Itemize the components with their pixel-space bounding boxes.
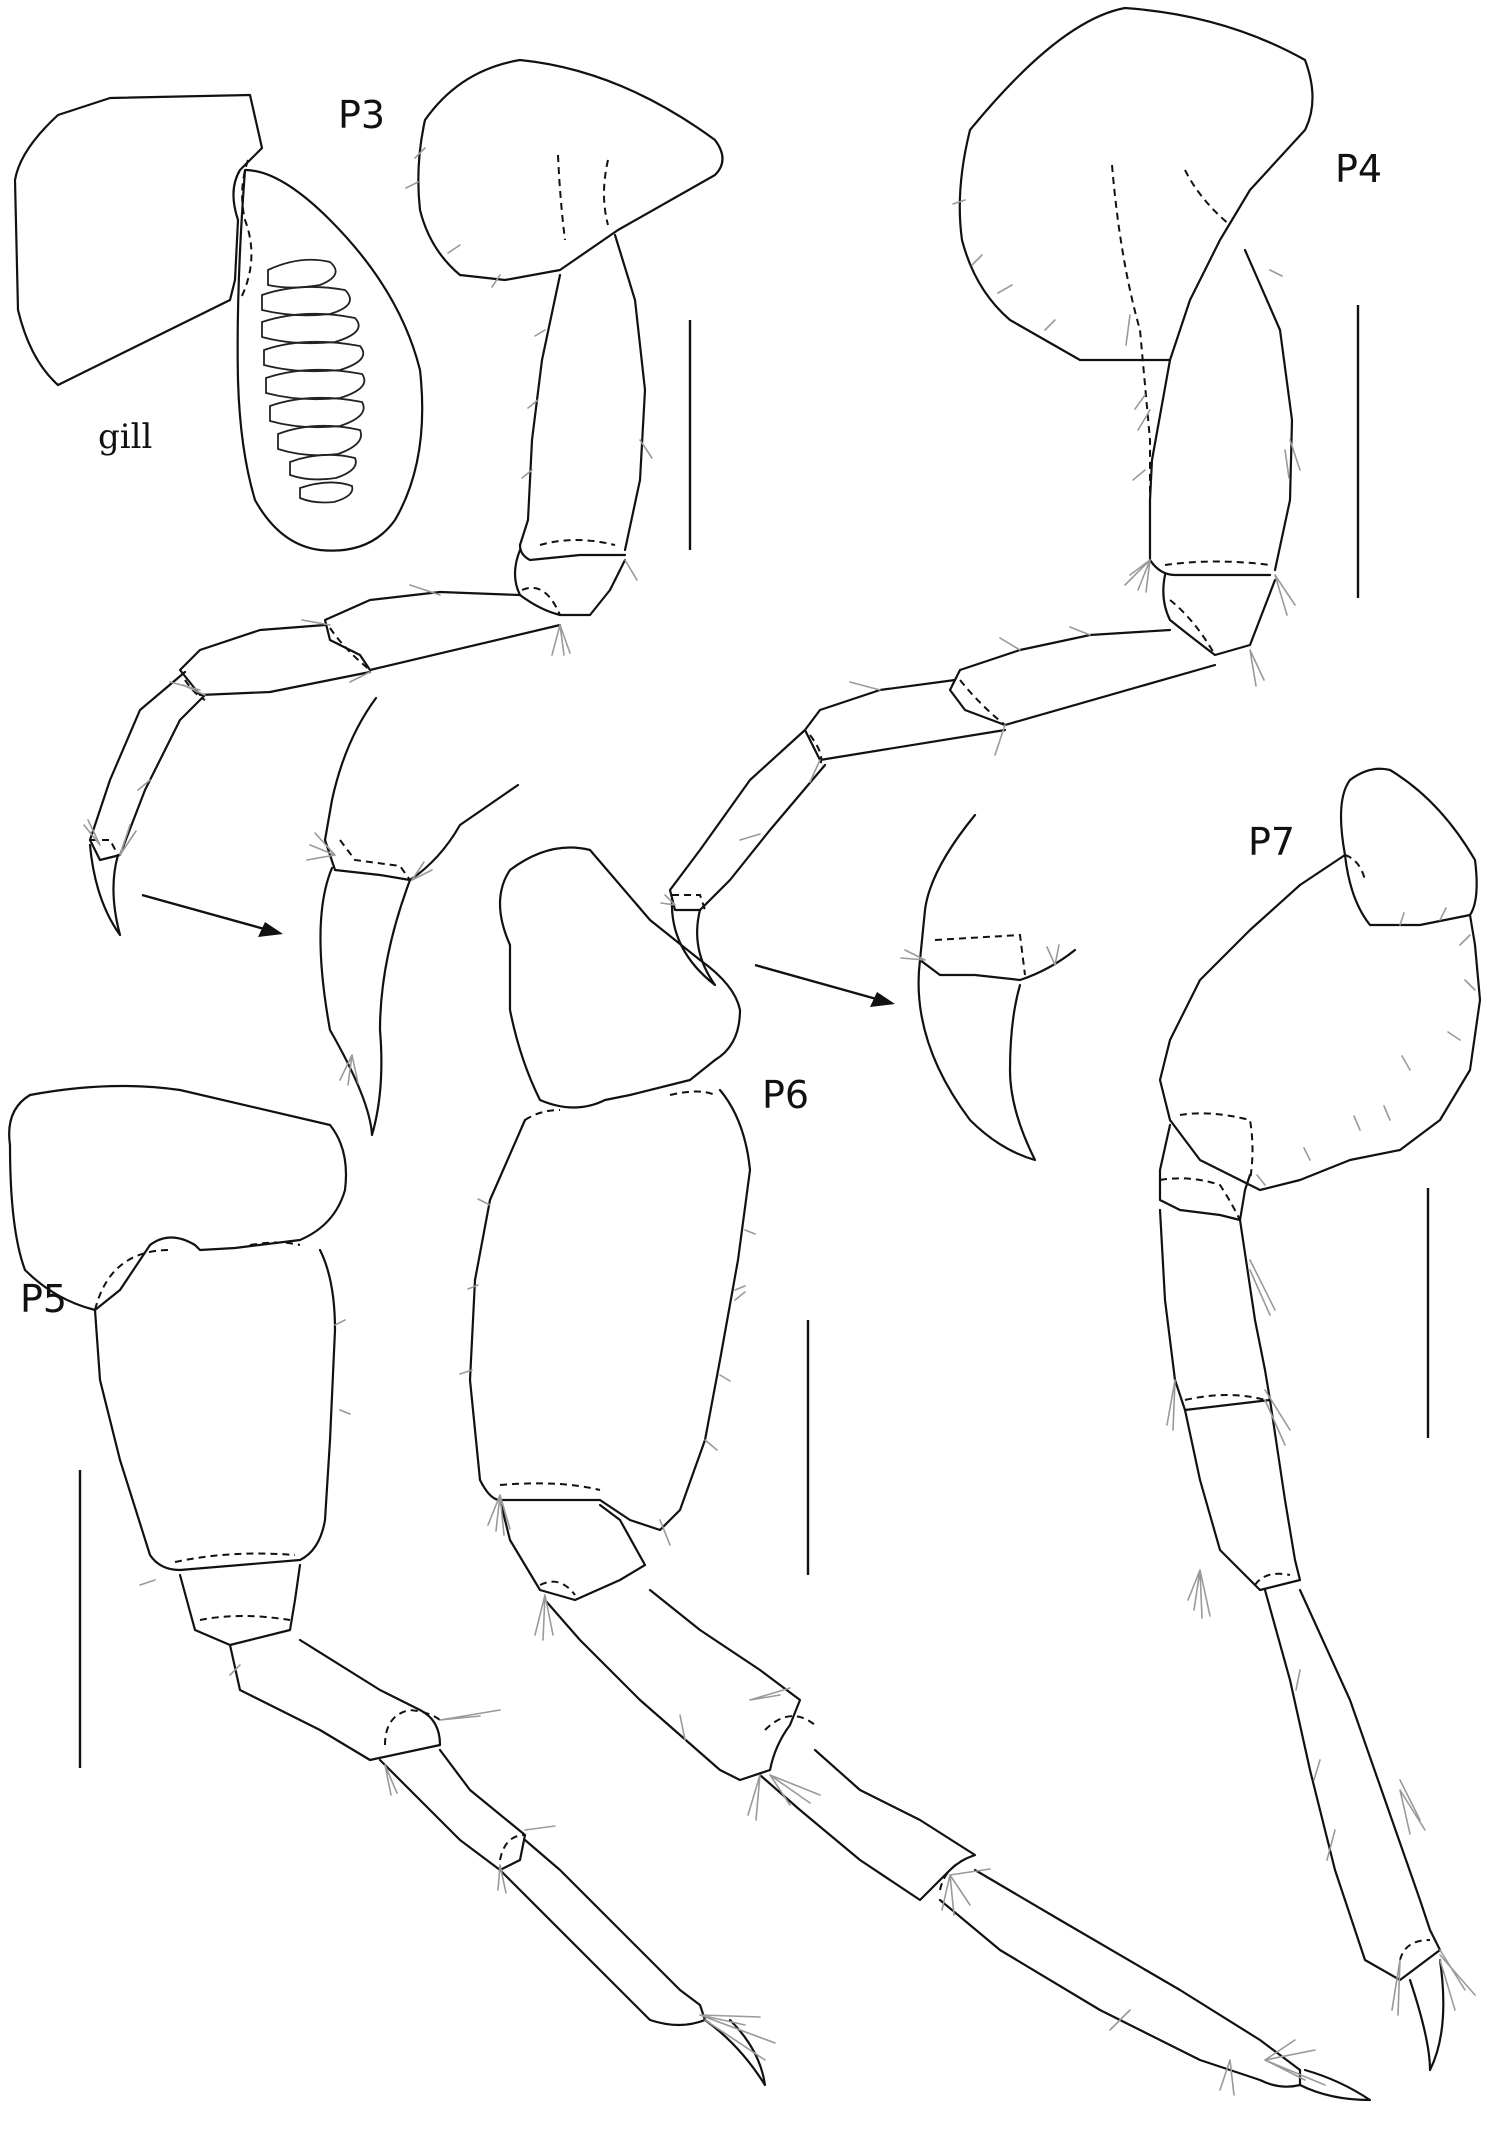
- p5-setae: [139, 1319, 776, 2061]
- p5-ischium: [178, 1563, 302, 1647]
- p5-carpus: [378, 1748, 527, 1872]
- p7-appendage: P7: [1158, 767, 1482, 2072]
- p3-merus: [323, 590, 562, 672]
- p3-basis: [518, 233, 647, 552]
- p5-appendage: P5: [8, 1084, 776, 2087]
- p4-propodus: [668, 728, 827, 912]
- p6-ischium: [498, 1498, 647, 1602]
- p6-propodus: [938, 1868, 1302, 2088]
- p5-propodus: [498, 1838, 707, 2027]
- p3-arrowhead: [258, 922, 283, 937]
- gill-label: gill: [98, 417, 152, 457]
- p4-appendage: P4: [660, 6, 1382, 1162]
- p3-dactyl: [88, 843, 122, 937]
- p7-coxa: [1339, 767, 1478, 927]
- p6-label: P6: [762, 1073, 809, 1117]
- p6-carpus: [758, 1748, 977, 1902]
- p4-detail-arrow: [754, 963, 881, 1002]
- p4-dactyl: [670, 898, 717, 987]
- p7-label: P7: [1248, 820, 1295, 864]
- p7-propodus: [1263, 1588, 1442, 1982]
- p6-basis: [468, 1088, 752, 1532]
- p3-coxa: [417, 58, 724, 282]
- p6-appendage: P6: [459, 846, 1372, 2102]
- p7-merus: [1158, 1208, 1272, 1412]
- p4-arrowhead: [870, 992, 895, 1007]
- p6-coxa: [498, 846, 742, 1109]
- p3-dactyl-detail: [319, 696, 520, 1137]
- p6-setae: [459, 1198, 1326, 2096]
- p5-coxa: [8, 1084, 348, 1312]
- p4-coxa: [958, 6, 1314, 362]
- p5-label: P5: [20, 1277, 67, 1321]
- p6-merus: [543, 1588, 802, 1782]
- gill-lamellae: [261, 258, 366, 504]
- p7-setae: [1166, 907, 1476, 2016]
- p5-merus: [228, 1638, 442, 1762]
- p3-carpus: [178, 623, 372, 697]
- p4-dactyl-detail: [917, 813, 1077, 1162]
- p7-dactyl: [1408, 1958, 1445, 2072]
- gill: [236, 168, 424, 552]
- p3-label: P3: [338, 93, 385, 137]
- p4-basis: [1148, 248, 1294, 577]
- p5-dactyl: [703, 2018, 767, 2087]
- p7-carpus: [1183, 1398, 1302, 1592]
- p4-carpus: [803, 678, 1007, 762]
- p3-appendage: gill: [13, 58, 724, 1137]
- p4-label: P4: [1335, 147, 1382, 191]
- p4-ischium: [1162, 573, 1277, 657]
- p7-ischium: [1158, 1123, 1252, 1222]
- p4-setae: [660, 199, 1301, 906]
- p6-dactyl: [1298, 2068, 1372, 2102]
- p7-basis: [1158, 853, 1482, 1192]
- p3-setae: [83, 147, 653, 856]
- p3-detail-arrow: [141, 893, 269, 932]
- p3-gill-coxa: [13, 93, 264, 387]
- p5-basis: [93, 1248, 337, 1572]
- p3-propodus: [88, 670, 207, 862]
